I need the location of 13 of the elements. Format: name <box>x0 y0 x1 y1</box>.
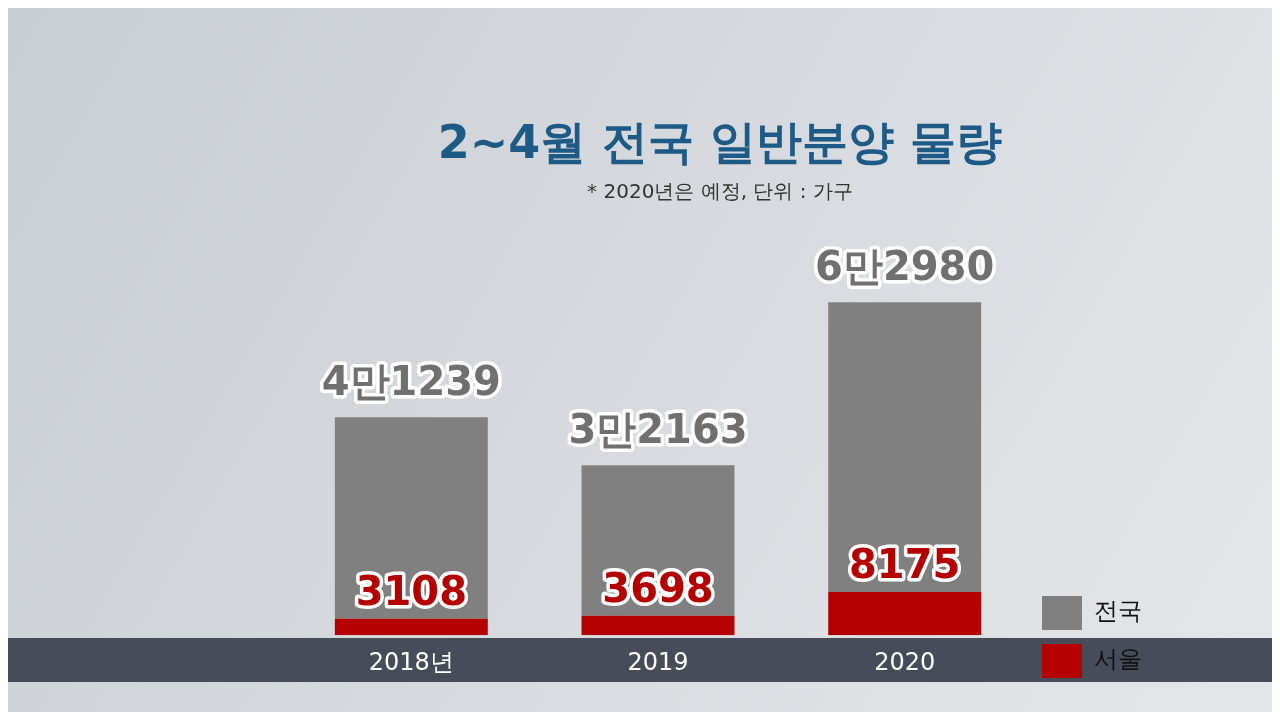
data-label: 3108 <box>355 567 467 614</box>
x-tick-label: 2020 <box>874 647 936 676</box>
legend-label: 서울 <box>1094 645 1142 674</box>
data-label: 8175 <box>849 540 961 587</box>
total-label: 6만2980 <box>815 243 995 290</box>
x-tick-label: 2018년 <box>368 647 454 676</box>
total-label: 4만1239 <box>321 358 501 405</box>
legend-label: 전국 <box>1094 597 1142 626</box>
chart-subtitle: * 2020년은 예정, 단위 : 가구 <box>587 179 853 204</box>
x-tick-label: 2019 <box>627 647 689 676</box>
data-label: 3698 <box>602 564 714 611</box>
total-label: 3만2163 <box>568 406 748 453</box>
chart-title: 2~4월 전국 일반분양 물량 <box>437 114 1003 169</box>
